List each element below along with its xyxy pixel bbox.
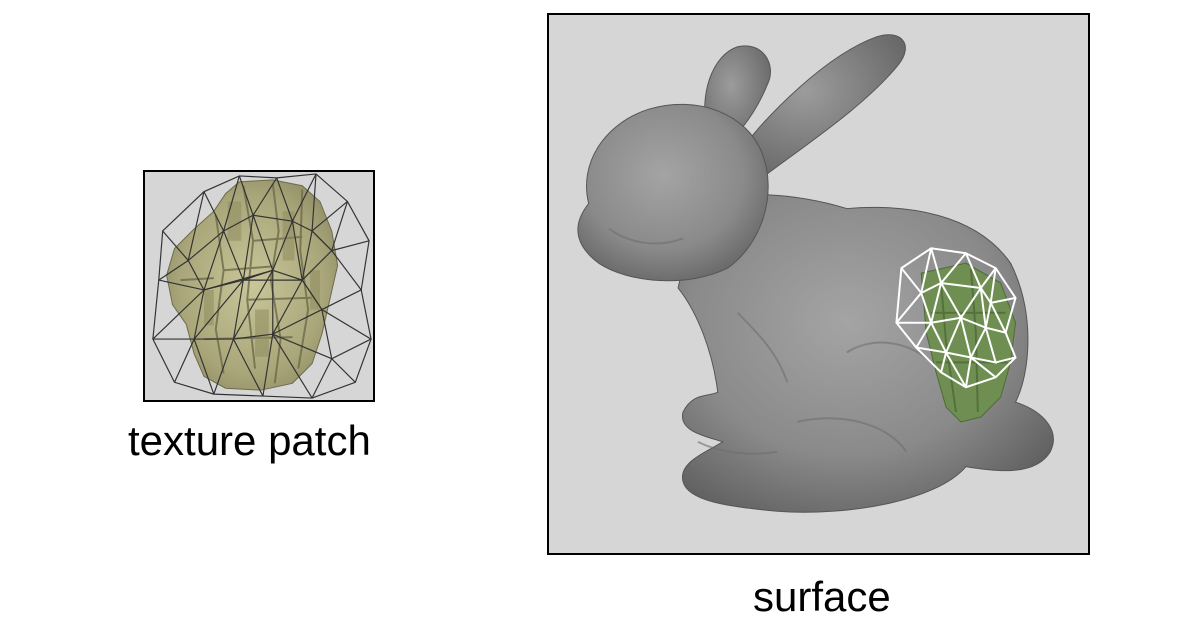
texture-patch-image: [143, 170, 375, 402]
surface-graphic: [577, 34, 1054, 513]
triangle-mesh: [152, 173, 373, 399]
texture-patch-graphic: [152, 173, 373, 399]
surface-image: [547, 13, 1090, 555]
surface-mesh: [895, 247, 1017, 389]
texture-patch-caption: texture patch: [128, 417, 371, 464]
surface-caption: surface: [753, 573, 891, 620]
